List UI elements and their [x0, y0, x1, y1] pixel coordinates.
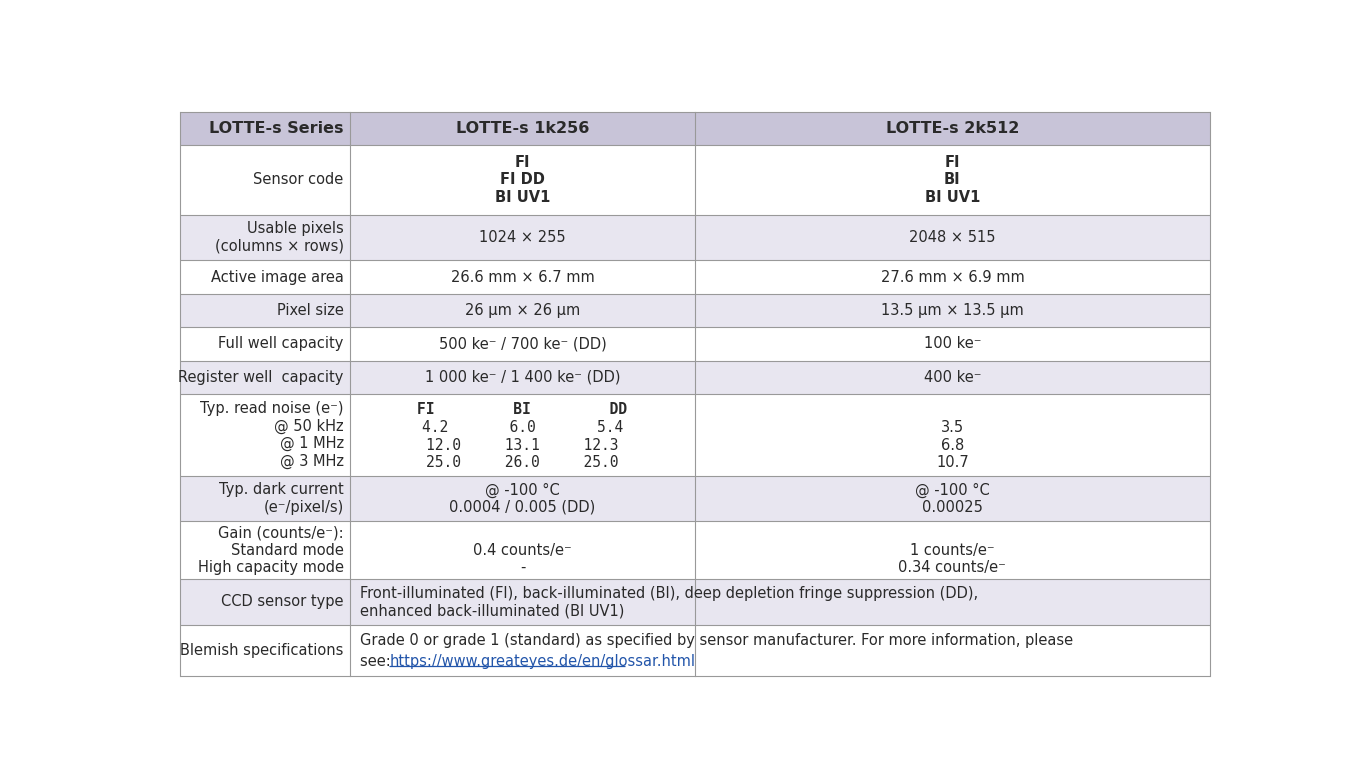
Bar: [180, 521, 350, 579]
Bar: [696, 521, 1210, 579]
Text: 6.8: 6.8: [941, 438, 964, 452]
Text: 4.2       6.0       5.4: 4.2 6.0 5.4: [422, 420, 622, 434]
Bar: [180, 112, 350, 145]
Bar: [696, 327, 1210, 360]
Bar: [696, 476, 1210, 521]
Text: 500 ke⁻ / 700 ke⁻ (DD): 500 ke⁻ / 700 ke⁻ (DD): [438, 336, 606, 351]
Text: see:: see:: [361, 654, 396, 669]
Bar: [350, 261, 696, 294]
Bar: [180, 579, 350, 625]
Bar: [350, 294, 696, 327]
Text: Register well  capacity: Register well capacity: [178, 370, 343, 385]
Text: FI         BI         DD: FI BI DD: [418, 402, 628, 417]
Text: Blemish specifications: Blemish specifications: [180, 643, 343, 658]
Bar: [350, 625, 1210, 676]
Text: Grade 0 or grade 1 (standard) as specified by sensor manufacturer. For more info: Grade 0 or grade 1 (standard) as specifi…: [361, 633, 1074, 647]
Bar: [180, 476, 350, 521]
Bar: [696, 112, 1210, 145]
Bar: [180, 327, 350, 360]
Bar: [350, 476, 696, 521]
Text: Full well capacity: Full well capacity: [218, 336, 343, 351]
Bar: [696, 145, 1210, 215]
Bar: [696, 394, 1210, 476]
Text: Gain (counts/e⁻):
Standard mode
High capacity mode: Gain (counts/e⁻): Standard mode High cap…: [198, 525, 343, 575]
Text: LOTTE-s Series: LOTTE-s Series: [209, 121, 343, 136]
Bar: [180, 261, 350, 294]
Bar: [180, 360, 350, 394]
Text: 1024 × 255: 1024 × 255: [479, 230, 565, 245]
Bar: [350, 327, 696, 360]
Text: 3.5: 3.5: [941, 420, 964, 434]
Bar: [696, 294, 1210, 327]
Text: 12.0     13.1     12.3: 12.0 13.1 12.3: [426, 438, 618, 452]
Text: Front-illuminated (FI), back-illuminated (BI), deep depletion fringe suppression: Front-illuminated (FI), back-illuminated…: [361, 586, 979, 618]
Bar: [180, 145, 350, 215]
Text: FI
BI
BI UV1: FI BI BI UV1: [925, 155, 980, 205]
Text: LOTTE-s 1k256: LOTTE-s 1k256: [456, 121, 589, 136]
Text: LOTTE-s 2k512: LOTTE-s 2k512: [885, 121, 1020, 136]
Bar: [180, 625, 350, 676]
Bar: [350, 394, 696, 476]
Text: https://www.greateyes.de/en/glossar.html: https://www.greateyes.de/en/glossar.html: [389, 654, 696, 669]
Bar: [350, 112, 696, 145]
Text: CCD sensor type: CCD sensor type: [221, 594, 343, 609]
Text: 2048 × 515: 2048 × 515: [909, 230, 995, 245]
Text: Typ. dark current
(e⁻/pixel/s): Typ. dark current (e⁻/pixel/s): [218, 482, 343, 515]
Text: 1 counts/e⁻
0.34 counts/e⁻: 1 counts/e⁻ 0.34 counts/e⁻: [899, 525, 1006, 575]
Bar: [350, 579, 1210, 625]
Text: FI
FI DD
BI UV1: FI FI DD BI UV1: [495, 155, 551, 205]
Bar: [350, 521, 696, 579]
Bar: [350, 360, 696, 394]
Text: 26.6 mm × 6.7 mm: 26.6 mm × 6.7 mm: [450, 270, 594, 285]
Bar: [180, 294, 350, 327]
Text: Active image area: Active image area: [210, 270, 343, 285]
Bar: [350, 215, 696, 261]
Text: 25.0     26.0     25.0: 25.0 26.0 25.0: [426, 456, 618, 470]
Text: 26 μm × 26 μm: 26 μm × 26 μm: [465, 303, 580, 318]
Text: Pixel size: Pixel size: [277, 303, 343, 318]
Text: 0.4 counts/e⁻
-: 0.4 counts/e⁻ -: [473, 525, 572, 575]
Text: 100 ke⁻: 100 ke⁻: [923, 336, 982, 351]
Text: 1 000 ke⁻ / 1 400 ke⁻ (DD): 1 000 ke⁻ / 1 400 ke⁻ (DD): [424, 370, 620, 385]
Text: Sensor code: Sensor code: [254, 172, 343, 187]
Bar: [696, 360, 1210, 394]
Text: 27.6 mm × 6.9 mm: 27.6 mm × 6.9 mm: [880, 270, 1024, 285]
Bar: [180, 215, 350, 261]
Text: Usable pixels
(columns × rows): Usable pixels (columns × rows): [214, 222, 343, 254]
Text: Typ. read noise (e⁻)
@ 50 kHz
@ 1 MHz
@ 3 MHz: Typ. read noise (e⁻) @ 50 kHz @ 1 MHz @ …: [201, 401, 343, 469]
Bar: [350, 145, 696, 215]
Bar: [696, 215, 1210, 261]
Text: 13.5 μm × 13.5 μm: 13.5 μm × 13.5 μm: [881, 303, 1024, 318]
Text: @ -100 °C
0.0004 / 0.005 (DD): @ -100 °C 0.0004 / 0.005 (DD): [449, 482, 595, 515]
Bar: [180, 394, 350, 476]
Text: 10.7: 10.7: [936, 456, 968, 470]
Text: @ -100 °C
0.00025: @ -100 °C 0.00025: [915, 482, 990, 515]
Text: 400 ke⁻: 400 ke⁻: [923, 370, 982, 385]
Bar: [696, 261, 1210, 294]
